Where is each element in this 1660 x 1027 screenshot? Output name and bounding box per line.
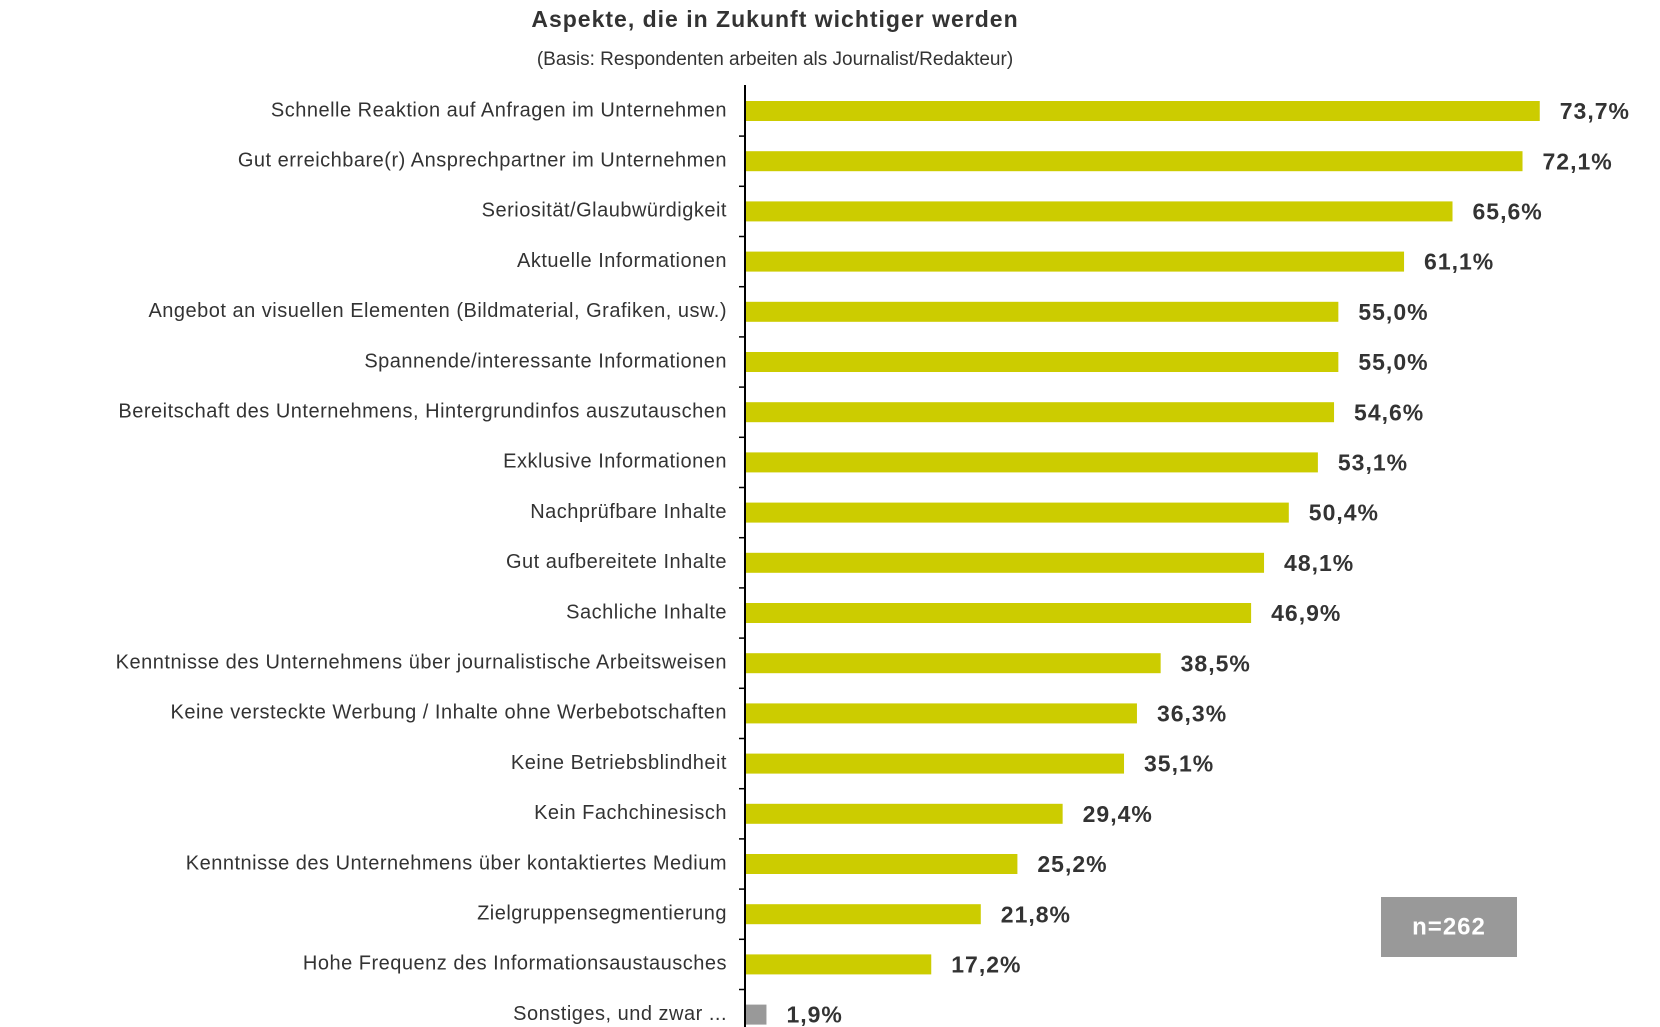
chart-title: Aspekte, die in Zukunft wichtiger werden (531, 6, 1018, 32)
value-label: 36,3% (1157, 700, 1227, 726)
bar (746, 954, 932, 975)
value-label: 35,1% (1144, 751, 1214, 777)
value-label: 55,0% (1358, 349, 1428, 375)
value-label: 61,1% (1424, 249, 1494, 275)
annotation-box (1381, 897, 1517, 957)
bar (746, 1004, 767, 1025)
bar (746, 854, 1018, 874)
value-label: 55,0% (1358, 299, 1428, 325)
category-label: Kenntnisse des Unternehmens über journal… (116, 651, 727, 673)
value-label: 17,2% (951, 951, 1021, 977)
chart-subtitle: (Basis: Respondenten arbeiten als Journa… (537, 49, 1013, 70)
category-label: Exklusive Informationen (503, 451, 727, 473)
bar (746, 452, 1318, 473)
value-label: 65,6% (1473, 198, 1543, 224)
value-label: 38,5% (1181, 650, 1251, 676)
value-label: 1,9% (786, 1002, 842, 1027)
bar (746, 603, 1252, 623)
value-label: 54,6% (1354, 399, 1424, 425)
category-label: Kein Fachchinesisch (534, 802, 727, 824)
value-label: 46,9% (1271, 600, 1341, 626)
value-label: 73,7% (1560, 98, 1630, 124)
bar (746, 151, 1523, 172)
bar (746, 803, 1063, 824)
bar (746, 653, 1161, 674)
category-label: Sachliche Inhalte (566, 601, 727, 623)
bar (746, 201, 1453, 222)
value-label: 48,1% (1284, 550, 1354, 576)
category-label: Spannende/interessante Informationen (364, 350, 727, 372)
value-label: 29,4% (1083, 801, 1153, 827)
value-label: 72,1% (1543, 148, 1613, 174)
bar (746, 753, 1125, 774)
bar (746, 904, 981, 925)
category-label: Seriosität/Glaubwürdigkeit (482, 200, 727, 222)
annotation: n=262 (1412, 913, 1486, 940)
category-label: Kenntnisse des Unternehmens über kontakt… (186, 852, 727, 874)
category-label: Hohe Frequenz des Informationsaustausche… (303, 953, 727, 975)
bar (746, 352, 1339, 372)
category-label: Sonstiges, und zwar ... (513, 1003, 727, 1025)
value-label: 21,8% (1001, 901, 1071, 927)
bar (746, 502, 1289, 523)
category-label: Nachprüfbare Inhalte (530, 501, 727, 523)
value-label: 53,1% (1338, 449, 1408, 475)
bar (746, 251, 1405, 272)
bar (746, 402, 1335, 423)
bar (746, 703, 1137, 724)
category-label: Keine Betriebsblindheit (511, 752, 727, 774)
value-label: 25,2% (1037, 851, 1107, 877)
category-label: Schnelle Reaktion auf Anfragen im Untern… (271, 99, 727, 121)
category-label: Zielgruppensegmentierung (477, 902, 727, 924)
bar (746, 101, 1540, 121)
value-label: 50,4% (1309, 500, 1379, 526)
bar (746, 301, 1339, 322)
category-label: Gut aufbereitete Inhalte (506, 551, 727, 573)
category-label: Gut erreichbare(r) Ansprechpartner im Un… (238, 149, 727, 171)
category-label: Bereitschaft des Unternehmens, Hintergru… (118, 400, 727, 422)
bar (746, 552, 1265, 573)
category-label: Keine versteckte Werbung / Inhalte ohne … (171, 702, 727, 724)
category-label: Aktuelle Informationen (517, 250, 727, 272)
category-label: Angebot an visuellen Elementen (Bildmate… (148, 300, 727, 322)
